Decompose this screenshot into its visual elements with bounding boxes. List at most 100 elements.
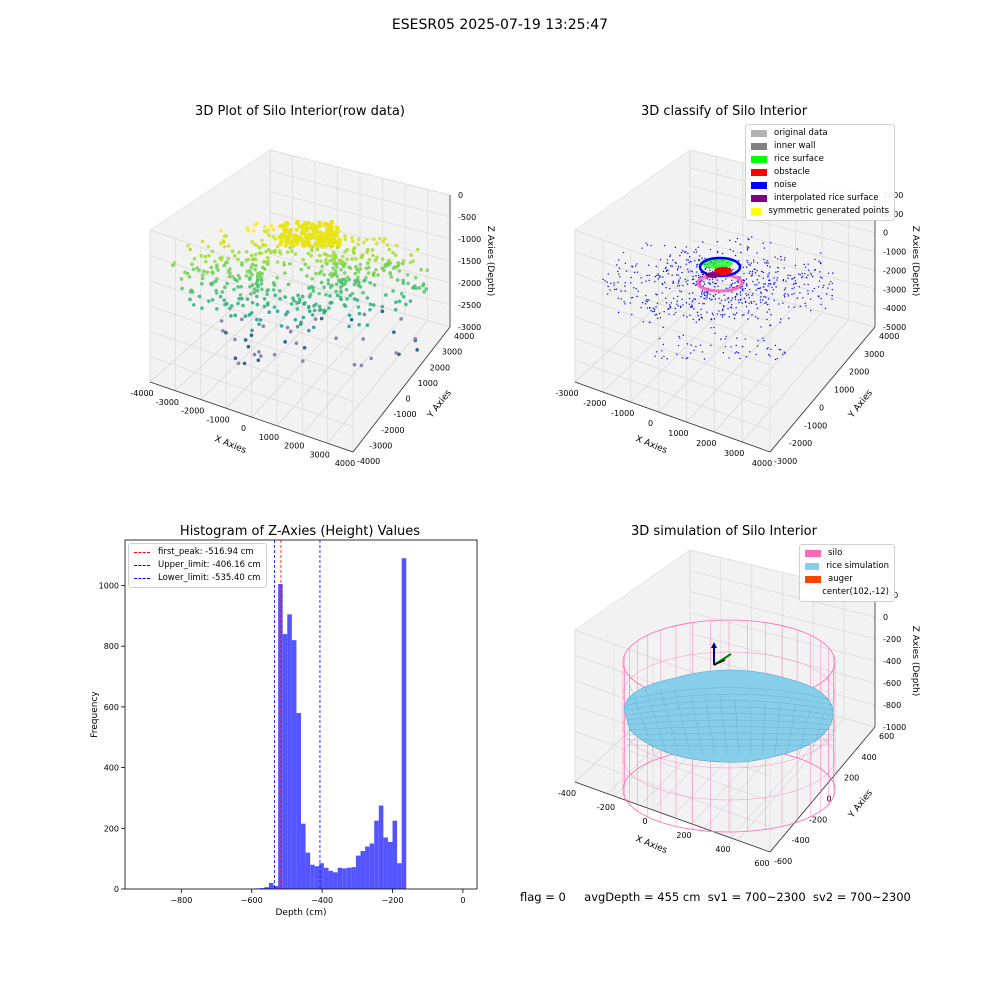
noise-point xyxy=(773,277,775,279)
raw-point xyxy=(343,234,347,238)
raw-point xyxy=(279,239,284,244)
raw-point xyxy=(266,259,270,264)
raw-point xyxy=(387,247,392,252)
raw-point xyxy=(233,356,238,361)
raw-point xyxy=(263,267,267,271)
raw-point xyxy=(252,242,257,247)
rice-mesh-line xyxy=(689,692,704,756)
raw-point xyxy=(335,274,340,279)
raw-point xyxy=(273,293,277,298)
noise-point xyxy=(760,326,762,328)
noise-point xyxy=(735,351,738,353)
raw-point xyxy=(255,302,260,307)
noise-point xyxy=(760,292,763,295)
noise-point xyxy=(724,338,727,340)
raw-point xyxy=(326,281,331,286)
histogram-bar xyxy=(397,863,402,889)
noise-point xyxy=(804,302,806,305)
noise-point xyxy=(804,272,806,275)
raw-point xyxy=(291,243,296,249)
cls-gridline xyxy=(689,221,876,271)
noise-point xyxy=(668,287,671,290)
cls-y-tick-label: 4000 xyxy=(879,332,899,341)
noise-point xyxy=(722,309,724,312)
noise-point xyxy=(630,282,632,284)
noise-point xyxy=(718,310,720,312)
noise-point xyxy=(780,255,782,258)
raw-point xyxy=(283,271,287,275)
histogram-bar xyxy=(273,885,279,889)
raw-point xyxy=(331,266,335,271)
raw-point xyxy=(405,272,410,277)
raw-z-tick-label: -2500 xyxy=(458,301,481,310)
raw-point xyxy=(209,265,214,270)
noise-point xyxy=(827,287,829,289)
cls-z-tick-label: -2000 xyxy=(883,266,906,275)
noise-point xyxy=(764,302,766,305)
noise-point xyxy=(640,277,642,279)
noise-point xyxy=(673,313,675,316)
raw-point xyxy=(266,228,271,232)
raw-point xyxy=(195,266,200,270)
noise-point xyxy=(677,305,679,307)
raw-point xyxy=(318,253,322,258)
raw-point xyxy=(317,224,322,229)
noise-point xyxy=(687,271,690,273)
noise-point xyxy=(617,270,619,273)
noise-point xyxy=(779,321,781,324)
noise-point xyxy=(725,287,727,289)
raw-point xyxy=(397,352,401,357)
noise-point xyxy=(687,259,689,261)
noise-point xyxy=(655,351,658,353)
raw-point xyxy=(345,297,349,301)
raw-point xyxy=(260,287,264,292)
noise-point xyxy=(741,302,743,304)
noise-point xyxy=(824,307,827,310)
raw-gridline xyxy=(269,253,451,306)
raw-x-tick-label: 2000 xyxy=(284,442,304,451)
legend-entry: auger xyxy=(805,573,889,586)
noise-point xyxy=(648,279,650,282)
noise-point xyxy=(759,299,762,301)
noise-point xyxy=(630,276,632,279)
noise-point xyxy=(700,295,702,298)
raw-point xyxy=(259,354,263,358)
raw-point xyxy=(312,226,318,231)
raw-point xyxy=(236,273,241,278)
noise-point xyxy=(788,317,790,320)
raw-point xyxy=(270,249,274,254)
noise-point xyxy=(773,282,775,284)
noise-point xyxy=(753,268,755,271)
noise-point xyxy=(736,293,738,296)
noise-point xyxy=(691,278,694,281)
noise-point xyxy=(776,357,778,360)
noise-point xyxy=(672,280,674,283)
raw-point xyxy=(260,271,264,276)
noise-point xyxy=(750,301,752,303)
noise-point xyxy=(746,294,748,297)
noise-point xyxy=(656,274,658,277)
noise-point xyxy=(617,311,620,314)
noise-point xyxy=(759,287,762,289)
noise-point xyxy=(831,288,834,291)
noise-point xyxy=(746,284,748,287)
histogram-frame xyxy=(124,539,478,890)
legend-label: inner wall xyxy=(774,141,816,151)
noise-point xyxy=(734,254,737,257)
raw-point xyxy=(265,302,270,307)
noise-point xyxy=(652,307,654,309)
raw-point xyxy=(212,259,217,264)
noise-point xyxy=(663,281,666,284)
raw-point xyxy=(251,256,256,261)
histogram-bar xyxy=(319,863,324,889)
noise-point xyxy=(678,279,680,281)
noise-point xyxy=(831,294,833,297)
raw-point xyxy=(340,260,345,264)
y-tick-label: 1000 xyxy=(99,582,119,591)
raw-point xyxy=(257,322,261,327)
noise-point xyxy=(694,260,696,262)
raw-z-tick-label: -2000 xyxy=(458,279,481,288)
noise-point xyxy=(748,263,750,266)
noise-point xyxy=(636,271,639,273)
noise-point xyxy=(682,334,685,337)
